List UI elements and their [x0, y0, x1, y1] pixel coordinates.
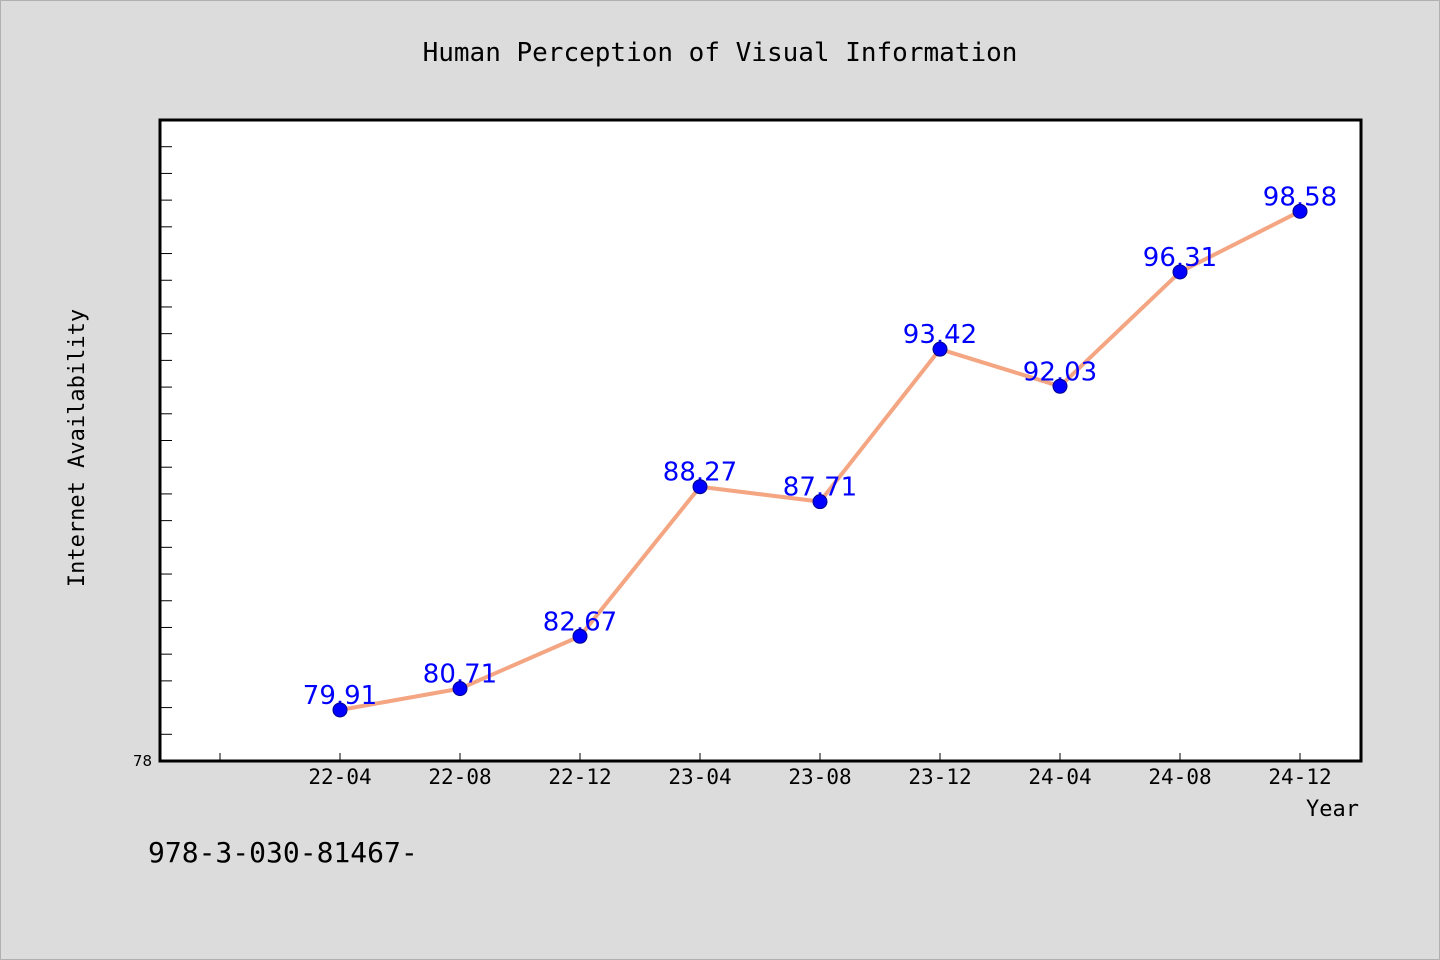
plot-area	[158, 118, 1363, 763]
data-point	[1292, 203, 1308, 219]
footer-isbn: 978-3-030-81467-	[148, 836, 418, 869]
x-axis-tick-labels: 22-04 22-08 22-12 23-04 23-08 23-12 24-04 24-08…	[308, 765, 1331, 789]
x-tick-label: 24-08	[1148, 765, 1211, 789]
x-tick-label: 22-04	[308, 765, 371, 789]
x-tick-label: 24-04	[1028, 765, 1091, 789]
data-point	[452, 681, 468, 697]
x-axis-title: Year	[1306, 797, 1359, 822]
y-axis-title: Internet Availability	[65, 309, 90, 587]
data-point	[1052, 378, 1068, 394]
data-point	[1172, 264, 1188, 280]
x-tick-label: 23-12	[908, 765, 971, 789]
x-axis-ticks	[219, 753, 1301, 761]
data-point	[692, 479, 708, 495]
data-point	[932, 341, 948, 357]
data-point	[332, 702, 348, 718]
series-markers	[332, 203, 1308, 718]
x-tick-label: 24-12	[1268, 765, 1331, 789]
x-tick-label: 23-08	[788, 765, 851, 789]
chart-title: Human Perception of Visual Information	[423, 38, 1018, 68]
y-axis-ticks	[160, 146, 172, 735]
x-tick-label: 23-04	[668, 765, 731, 789]
y-tick-label: 78	[133, 752, 152, 770]
x-tick-label: 22-12	[548, 765, 611, 789]
data-point	[572, 628, 588, 644]
data-point	[812, 494, 828, 510]
x-tick-label: 22-08	[428, 765, 491, 789]
